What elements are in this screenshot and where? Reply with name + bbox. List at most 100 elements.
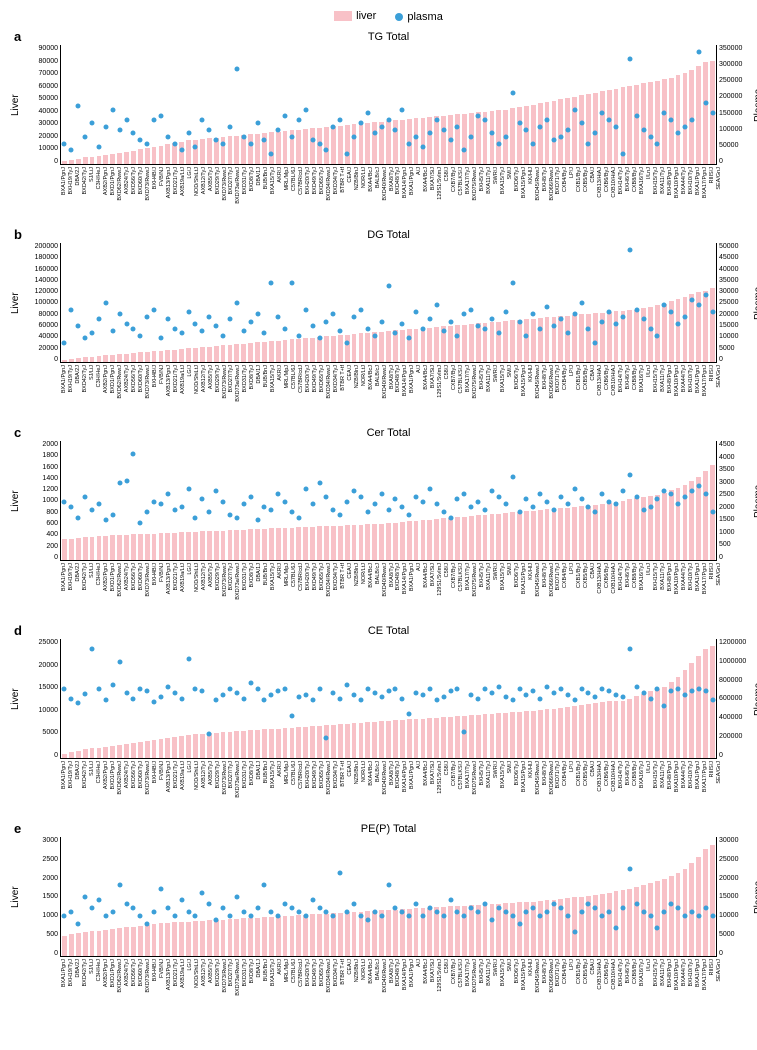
x-label: NZB/BlnJ bbox=[354, 761, 360, 784]
x-label: BXA15/PgnJ bbox=[521, 959, 527, 990]
x-label: BXD1/PgnJ bbox=[110, 563, 116, 591]
x-label: CXB7/ByJ bbox=[451, 959, 457, 984]
yaxis-right: 5000045000400003500030000250002000015000… bbox=[717, 243, 753, 363]
x-label: LP/J bbox=[569, 959, 575, 970]
bar bbox=[710, 288, 715, 362]
x-label: BXA17/TyJ bbox=[465, 959, 471, 986]
plot-area bbox=[60, 441, 717, 561]
x-label: BXD71/TyJ bbox=[555, 563, 561, 591]
bar bbox=[193, 348, 198, 362]
x-label: BXD73/RwwJ bbox=[222, 761, 228, 795]
dot bbox=[414, 690, 419, 695]
bar bbox=[165, 144, 170, 164]
yaxis-right: 450040003500300025002000150010005000 bbox=[717, 441, 753, 561]
bar bbox=[538, 510, 543, 560]
x-label: BXA10/PgnJ bbox=[674, 167, 680, 198]
bar bbox=[510, 320, 515, 362]
x-label: BXA4/BcJ bbox=[368, 167, 374, 192]
x-label: RIIIS/J bbox=[709, 365, 715, 382]
x-axis-labels: BXA1/PgnJBXH19/TyJDBA/2JBXD42/TyJSJ/LiJC… bbox=[58, 759, 719, 819]
bar bbox=[400, 120, 405, 164]
x-label: CXB10/HiAJ bbox=[611, 563, 617, 594]
x-label: LP/J bbox=[569, 365, 575, 376]
dot bbox=[317, 686, 322, 691]
bar bbox=[228, 136, 233, 164]
x-label: C57BLKS/J bbox=[458, 365, 464, 393]
bar bbox=[324, 336, 329, 362]
x-label: SJ/LiJ bbox=[89, 563, 95, 578]
bar bbox=[145, 741, 150, 758]
dot bbox=[152, 117, 157, 122]
ylabel-left: Liver bbox=[10, 243, 24, 363]
bar bbox=[696, 477, 701, 560]
dot bbox=[76, 515, 81, 520]
x-label: CXB13/HiAJ bbox=[597, 365, 603, 396]
bar bbox=[414, 908, 419, 956]
dot bbox=[76, 701, 81, 706]
x-label: BXD1/PgnJ bbox=[110, 167, 116, 195]
dot bbox=[96, 502, 101, 507]
x-label: AXB12/TyJ bbox=[201, 365, 207, 392]
x-label: BXH4B/J bbox=[152, 563, 158, 585]
x-label: BXD71/TyJ bbox=[555, 365, 561, 393]
bar bbox=[531, 105, 536, 165]
dot bbox=[538, 326, 543, 331]
bar bbox=[621, 501, 626, 561]
x-label: BXH5/TyJ bbox=[479, 959, 485, 983]
bar bbox=[586, 506, 591, 560]
x-label: BXA17/TyJ bbox=[465, 167, 471, 194]
dot bbox=[510, 474, 515, 479]
x-label: BXA1/PgnJ bbox=[61, 563, 67, 591]
x-label: AXB5/TyJ bbox=[208, 167, 214, 191]
dot bbox=[338, 329, 343, 334]
x-axis-labels: BXA1/PgnJBXH19/TyJDBA/2JBXD42/TyJSJ/LiJC… bbox=[58, 363, 719, 423]
x-label: C57BLKS/J bbox=[458, 761, 464, 789]
dot bbox=[593, 131, 598, 136]
x-label: BTBR T+tf bbox=[340, 167, 346, 193]
bar bbox=[145, 925, 150, 956]
bar bbox=[517, 712, 522, 758]
dot bbox=[227, 124, 232, 129]
bar bbox=[248, 343, 253, 362]
dot bbox=[565, 502, 570, 507]
x-label: BXD48/TyJ bbox=[395, 761, 401, 789]
bar bbox=[627, 499, 632, 560]
bar bbox=[476, 112, 481, 164]
ylabel-left: Liver bbox=[10, 45, 24, 165]
x-label: BXA15/TyJ bbox=[500, 365, 506, 392]
dot bbox=[689, 298, 694, 303]
x-label: CXB8/ByJ bbox=[632, 761, 638, 786]
bar bbox=[607, 312, 612, 362]
bar bbox=[276, 729, 281, 759]
bar bbox=[165, 533, 170, 560]
x-label: BXA1/PgnJ bbox=[61, 365, 67, 393]
x-label: BXA17/PgnJ bbox=[702, 563, 708, 594]
x-label: BXD21/TyJ bbox=[173, 167, 179, 195]
bar bbox=[331, 336, 336, 362]
bar bbox=[703, 649, 708, 758]
x-label: AXB24/TyJ bbox=[124, 959, 130, 986]
x-label: BXD73/RwwJ bbox=[222, 167, 228, 201]
x-label: BTBR T+tf bbox=[340, 563, 346, 589]
dot bbox=[648, 134, 653, 139]
x-label: NZB/BlnJ bbox=[354, 365, 360, 388]
dot bbox=[110, 107, 115, 112]
dot bbox=[158, 694, 163, 699]
bar bbox=[69, 160, 74, 164]
x-label: BXA44/TyJ bbox=[681, 761, 687, 788]
dot bbox=[620, 489, 625, 494]
bar bbox=[324, 127, 329, 164]
bar bbox=[221, 732, 226, 758]
x-label: C58/J bbox=[444, 167, 450, 181]
dot bbox=[200, 497, 205, 502]
bar bbox=[331, 526, 336, 560]
x-label: BXD34/RwwJ bbox=[326, 563, 332, 597]
x-label: NOR/LtJ bbox=[361, 365, 367, 386]
x-label: BXD42/TyJ bbox=[82, 167, 88, 195]
bar bbox=[669, 490, 674, 560]
bar bbox=[138, 534, 143, 560]
x-label: BXA17/TyJ bbox=[465, 365, 471, 392]
bar bbox=[186, 532, 191, 560]
bar bbox=[434, 116, 439, 164]
x-label: AXB19a/LtJ bbox=[180, 563, 186, 592]
